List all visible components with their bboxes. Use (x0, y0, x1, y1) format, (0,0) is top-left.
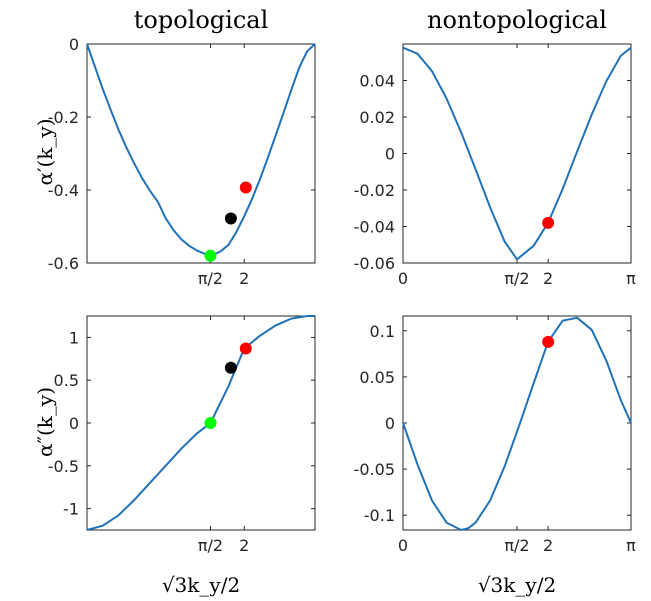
red-marker (542, 216, 555, 229)
y-tick-label: -0.4 (48, 181, 79, 200)
xlabel-right: √3k_y/2 (478, 573, 556, 597)
x-tick-label: 0 (398, 269, 408, 288)
ylabel-alpha-prime: α′(k_y) (33, 118, 57, 185)
y-tick-label: 0.02 (359, 108, 395, 127)
y-tick-label: -0.6 (48, 254, 79, 273)
series-line (402, 316, 632, 532)
y-tick-label: 0.05 (359, 368, 395, 387)
ylabel-alpha-double-prime: α″(k_y) (33, 387, 57, 457)
column-title-topological: topological (134, 6, 269, 34)
column-title-nontopological: nontopological (427, 6, 607, 34)
axes-box (86, 43, 316, 264)
y-tick-label: 0.1 (370, 322, 395, 341)
panel-bottom-left: 1 0.5 0 -0.5 -1 π/2 2 (48, 315, 316, 555)
y-tick-label: 0.5 (54, 371, 79, 390)
black-marker (224, 361, 237, 374)
red-marker (542, 335, 555, 348)
y-tick-label: 0 (69, 35, 79, 54)
x-tick-label: π (626, 536, 636, 555)
y-tick-label: 0 (385, 145, 395, 164)
x-tick-label: 2 (543, 536, 553, 555)
series-line (86, 43, 316, 257)
axes-box (86, 315, 316, 531)
red-marker (239, 342, 252, 355)
black-marker (224, 212, 237, 225)
panel-top-right: 0.040.020-0.02-0.04-0.060 π/2 2 π (354, 43, 636, 288)
green-marker (204, 417, 217, 429)
series-line (402, 46, 632, 261)
x-tick-label: π/2 (504, 269, 529, 288)
y-tick-label: -0.02 (354, 181, 395, 200)
axes-box (402, 43, 632, 264)
x-tick-label: 0 (398, 536, 408, 555)
y-tick-label: -0.04 (354, 218, 395, 237)
green-marker (204, 249, 217, 262)
x-tick-label: 2 (239, 536, 249, 555)
y-tick-label: 0 (69, 414, 79, 433)
xlabel-left: √3k_y/2 (162, 573, 240, 597)
x-tick-label: π (626, 269, 636, 288)
y-tick-label: 0.04 (359, 72, 395, 91)
panel-top-left: 0 -0.2 -0.4 -0.6 π/2 2 (48, 35, 316, 288)
y-tick-label: -0.5 (48, 457, 79, 476)
y-tick-label: 0 (385, 414, 395, 433)
y-tick-label: 1 (69, 328, 79, 347)
y-tick-label: -0.06 (354, 254, 395, 273)
y-tick-label: -0.05 (354, 460, 395, 479)
x-tick-label: 2 (239, 269, 249, 288)
x-tick-label: π/2 (198, 536, 223, 555)
y-tick-label: -0.1 (364, 506, 395, 525)
x-tick-label: 2 (543, 269, 553, 288)
axes-box (402, 315, 632, 531)
x-tick-label: π/2 (198, 269, 223, 288)
y-tick-label: -1 (63, 500, 79, 519)
y-tick-label: -0.2 (48, 108, 79, 127)
red-marker (239, 181, 252, 194)
series-line (86, 315, 315, 531)
panel-bottom-right: 0.10.050-0.05-0.10 π/2 2 π (354, 315, 636, 555)
x-tick-label: π/2 (504, 536, 529, 555)
